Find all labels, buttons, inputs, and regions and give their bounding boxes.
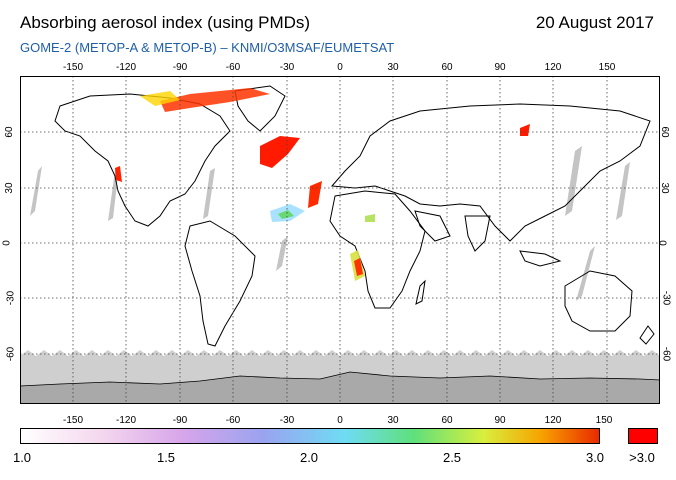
lat-tick-left: -60 (5, 346, 17, 362)
lon-tick-bottom: -90 (172, 415, 188, 426)
colorbar-over-swatch (628, 428, 658, 444)
world-map (20, 76, 660, 404)
lon-tick-bottom: -30 (279, 415, 295, 426)
lon-tick-top: 60 (441, 62, 453, 73)
plume-saharan-dust-core (278, 210, 294, 219)
lon-tick-bottom: 90 (494, 415, 506, 426)
map-canvas (20, 76, 660, 404)
lat-tick-left: 0 (1, 240, 13, 246)
colorbar-label: 1.0 (12, 450, 32, 465)
lon-tick-bottom: -60 (225, 415, 241, 426)
plume-sahel (365, 214, 375, 222)
lon-tick-top: 90 (494, 62, 506, 73)
colorbar-label: 3.0 (585, 450, 605, 465)
map-title: Absorbing aerosol index (using PMDs) (20, 13, 311, 32)
lon-tick-top: 120 (544, 62, 562, 73)
lon-tick-top: -120 (115, 62, 137, 73)
lon-tick-bottom: 0 (337, 415, 343, 426)
lat-tick-right: 30 (659, 182, 671, 194)
lon-tick-top: 30 (387, 62, 399, 73)
lon-tick-bottom: -150 (62, 415, 84, 426)
lat-tick-right: 60 (659, 126, 671, 138)
map-subtitle: GOME-2 (METOP-A & METOP-B) – KNMI/O3MSAF… (20, 40, 395, 55)
lon-tick-top: -90 (172, 62, 188, 73)
lon-tick-bottom: -120 (115, 415, 137, 426)
lat-tick-left: 60 (4, 126, 16, 138)
lon-tick-top: 150 (598, 62, 616, 73)
map-date: 20 August 2017 (535, 13, 654, 32)
orbit-gaps (30, 146, 630, 301)
plume-canada-yellow (140, 91, 180, 106)
plume-canada (160, 88, 270, 112)
lon-tick-top: -60 (225, 62, 241, 73)
lon-tick-top: -30 (279, 62, 295, 73)
lon-tick-bottom: 60 (441, 415, 453, 426)
lat-tick-left: -30 (5, 290, 17, 306)
lat-tick-right: -60 (660, 346, 672, 362)
colorbar (20, 428, 600, 444)
lat-tick-right: -30 (660, 290, 672, 306)
colorbar-label: 2.5 (442, 450, 462, 465)
plume-west-africa-coast (308, 181, 322, 208)
graticule (20, 76, 660, 404)
colorbar-label: 1.5 (156, 450, 176, 465)
plume-california (115, 166, 122, 182)
lon-tick-bottom: 120 (544, 415, 562, 426)
map-frame (20, 76, 660, 404)
colorbar-label: 2.0 (299, 450, 319, 465)
plume-central-africa-core (354, 258, 363, 276)
lon-tick-bottom: 30 (387, 415, 399, 426)
plume-north-atlantic (260, 136, 300, 168)
aerosol-plumes (115, 88, 530, 281)
lon-tick-bottom: 150 (595, 415, 613, 426)
colorbar-over-label: >3.0 (629, 450, 655, 465)
plume-siberia (520, 124, 530, 136)
lat-tick-left: 30 (4, 182, 16, 194)
lon-tick-top: -150 (62, 62, 84, 73)
lon-tick-top: 0 (337, 62, 343, 73)
continents (54, 85, 655, 347)
